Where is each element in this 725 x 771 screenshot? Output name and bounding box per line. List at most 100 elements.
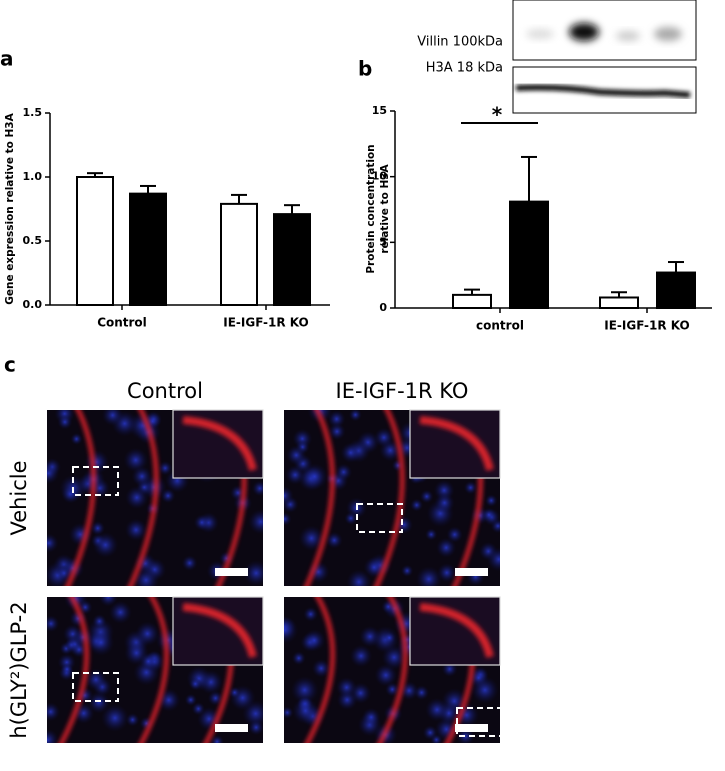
row-title: Vehicle: [7, 460, 31, 535]
nucleus: [436, 537, 457, 558]
nucleus: [70, 432, 83, 445]
column-title: Control: [127, 379, 203, 403]
nucleus: [47, 533, 59, 553]
inset-border: [182, 416, 257, 472]
brush-border: [58, 597, 90, 743]
nucleus: [210, 734, 224, 743]
nucleus: [420, 489, 434, 504]
zoom-box: [356, 503, 403, 533]
nucleus: [292, 697, 319, 725]
blot-band: [526, 29, 554, 39]
nucleus: [243, 560, 263, 586]
blot-label: Villin 100kDa: [417, 35, 503, 50]
nucleus: [125, 485, 149, 510]
nucleus: [400, 564, 414, 577]
scale-bar: [455, 724, 488, 732]
nucleus: [399, 681, 419, 701]
panel-label: a: [0, 47, 14, 71]
western-blot: Villin 100kDa H3A 18 kDa: [417, 0, 697, 114]
nucleus: [374, 427, 394, 448]
nucleus: [486, 547, 500, 572]
nucleus: [193, 514, 211, 531]
nucleus: [207, 690, 224, 706]
nucleus: [87, 691, 110, 714]
nucleus: [131, 466, 153, 487]
nucleus: [363, 556, 385, 578]
nucleus: [344, 511, 358, 525]
x-tick-label: Control: [97, 316, 147, 330]
nucleus: [252, 480, 263, 497]
nucleus: [290, 676, 319, 704]
nucleus: [346, 569, 372, 586]
bar: [656, 271, 696, 310]
nucleus: [284, 512, 292, 526]
micrograph: [47, 410, 263, 586]
nucleus: [425, 697, 449, 722]
bar: [129, 192, 167, 306]
y-tick-label: 10: [372, 170, 388, 183]
brush-border: [138, 597, 170, 743]
nucleus: [311, 659, 331, 678]
x-tick-label: IE-IGF-1R KO: [604, 319, 690, 333]
bar: [599, 296, 639, 310]
nucleus: [181, 555, 198, 571]
y-axis-label: Gene expression relative to H3A: [4, 112, 16, 304]
nucleus: [77, 600, 93, 615]
brush-border: [65, 410, 97, 586]
bar: [76, 176, 114, 306]
nucleus: [327, 410, 346, 428]
nucleus: [101, 704, 129, 732]
panel-label: b: [358, 57, 372, 81]
brush-border: [304, 410, 335, 586]
blot-band: [654, 27, 682, 41]
nucleus: [248, 509, 263, 535]
nucleus: [184, 693, 197, 706]
nucleus: [463, 480, 478, 495]
blot-band: [616, 31, 640, 41]
scale-bar: [215, 568, 248, 576]
inset-border: [419, 603, 494, 659]
nucleus: [124, 518, 148, 542]
y-tick-label: 5: [379, 235, 387, 248]
nucleus: [47, 728, 59, 743]
y-tick-label: 15: [372, 104, 387, 117]
nucleus: [298, 525, 325, 552]
nucleus: [484, 494, 498, 507]
blot-label: H3A 18 kDa: [426, 61, 503, 76]
y-tick-label: 0.0: [23, 298, 43, 311]
x-tick-label: IE-IGF-1R KO: [223, 316, 309, 330]
blot-band: [569, 23, 599, 41]
inset-border: [419, 416, 494, 472]
nucleus: [47, 462, 60, 485]
micrographs: [47, 409, 503, 743]
nucleus: [92, 532, 119, 558]
scale-bar: [215, 724, 248, 732]
nucleus: [125, 713, 140, 727]
nucleus: [286, 445, 307, 466]
nucleus: [284, 616, 299, 644]
bar: [509, 200, 549, 309]
nucleus: [349, 644, 373, 668]
blot-band: [515, 84, 691, 98]
nucleus: [481, 507, 497, 522]
inset-border: [182, 603, 257, 659]
nucleus: [328, 422, 346, 441]
nucleus: [139, 652, 158, 671]
panel-label: c: [4, 353, 16, 377]
nucleus: [135, 621, 160, 646]
nucleus: [188, 677, 202, 691]
zoom-box: [72, 672, 119, 702]
nucleus: [471, 676, 499, 704]
y-tick-label: 1.5: [23, 106, 43, 119]
bar: [452, 293, 492, 310]
brush-border: [377, 597, 408, 743]
brush-border: [127, 410, 159, 586]
nucleus: [303, 606, 319, 622]
nucleus: [92, 614, 107, 629]
nucleus: [325, 531, 343, 549]
zoom-box: [72, 466, 119, 496]
y-axis-label: Protein concentration relative to H3A: [365, 144, 391, 273]
nucleus: [437, 563, 457, 583]
nucleus: [361, 707, 381, 727]
nucleus: [228, 686, 241, 699]
